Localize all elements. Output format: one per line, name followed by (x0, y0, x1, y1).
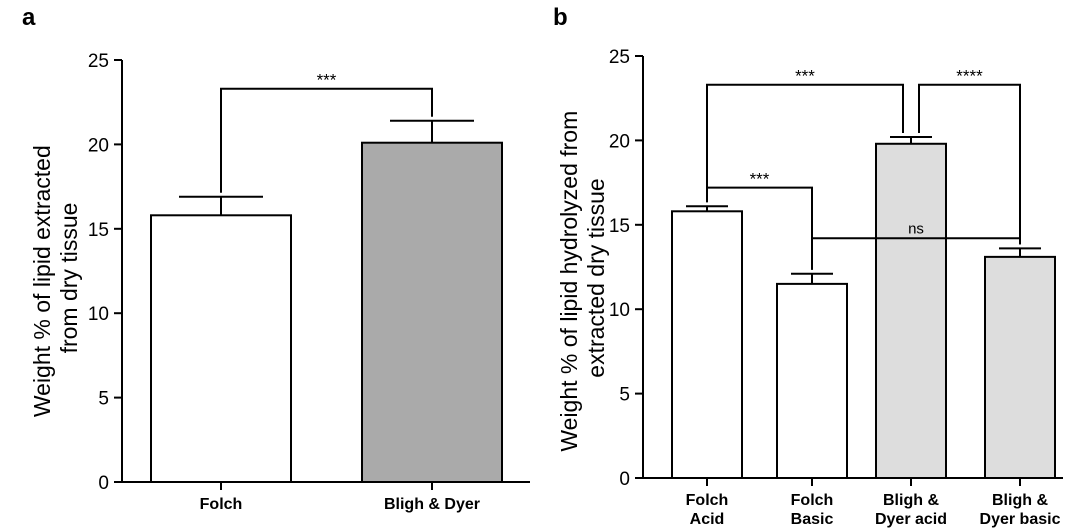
category-label: Folch (791, 492, 834, 509)
significance-bracket (220, 87, 433, 193)
category-label: Acid (690, 511, 725, 528)
y-tick-label: 20 (609, 131, 630, 152)
panel-a-bars (150, 119, 503, 484)
panel-a-category-labels: Folch Bligh & Dyer (200, 496, 480, 513)
significance-label: ns (908, 220, 924, 237)
panel-b: b Weight % of lipid hydrolyzed from extr… (553, 4, 1063, 528)
panel-b-y-axis-label: Weight % of lipid hydrolyzed from extrac… (556, 104, 609, 451)
bar (984, 255, 1056, 480)
panel-b-significance: *** *******ns (706, 67, 1021, 270)
y-tick-label: 0 (619, 469, 630, 490)
category-label: Folch (200, 496, 243, 513)
category-label: Dyer acid (875, 511, 947, 528)
panel-a: a Weight % of lipid extracted from dry t… (22, 4, 530, 513)
panel-a-letter: a (22, 4, 36, 31)
bar (361, 141, 503, 483)
bar (776, 282, 848, 479)
panel-b-bars (671, 136, 1056, 480)
panel-a-y-axis-label: Weight % of lipid extracted from dry tis… (29, 139, 82, 417)
y-tick-label: 25 (88, 51, 109, 72)
y-tick-label: 25 (609, 47, 630, 68)
significance-label: *** (795, 67, 815, 86)
y-tick-label: 10 (88, 304, 109, 325)
category-label: Bligh & (883, 492, 939, 509)
panel-b-y-axis-label-line-1: Weight % of lipid hydrolyzed from (556, 111, 582, 452)
y-tick-label: 5 (619, 385, 630, 406)
panel-a-y-axis-label-line-1: Weight % of lipid extracted (29, 145, 55, 417)
significance-bracket (706, 186, 813, 270)
panel-a-y-axis-label-line-2: from dry tissue (56, 203, 82, 354)
significance-bracket (706, 83, 904, 203)
category-label: Bligh & (992, 492, 1048, 509)
significance-label: **** (956, 67, 983, 86)
panel-b-axes: 0 5 10 15 20 25 (609, 47, 1063, 490)
panel-b-letter: b (553, 4, 568, 31)
significance-bracket (811, 237, 1021, 270)
y-tick-label: 15 (88, 220, 109, 241)
category-label: Folch (686, 492, 729, 509)
y-tick-label: 0 (98, 473, 109, 494)
panel-b-category-labels: Folch Acid Folch Basic Bligh & Dyer acid Bligh… (686, 492, 1061, 528)
significance-bracket (918, 83, 1021, 245)
bar (875, 142, 947, 479)
bar (671, 210, 743, 480)
category-label: Dyer basic (980, 511, 1061, 528)
category-label: Basic (791, 511, 834, 528)
y-tick-label: 20 (88, 135, 109, 156)
y-tick-label: 15 (609, 216, 630, 237)
bar (150, 214, 292, 484)
category-label: Bligh & Dyer (384, 496, 480, 513)
significance-label: *** (317, 71, 337, 90)
panel-b-y-axis-label-line-2: extracted dry tissue (583, 178, 609, 377)
panel-a-significance: *** (220, 71, 433, 193)
y-tick-label: 5 (98, 389, 109, 410)
significance-label: *** (750, 170, 770, 189)
y-tick-label: 10 (609, 300, 630, 321)
